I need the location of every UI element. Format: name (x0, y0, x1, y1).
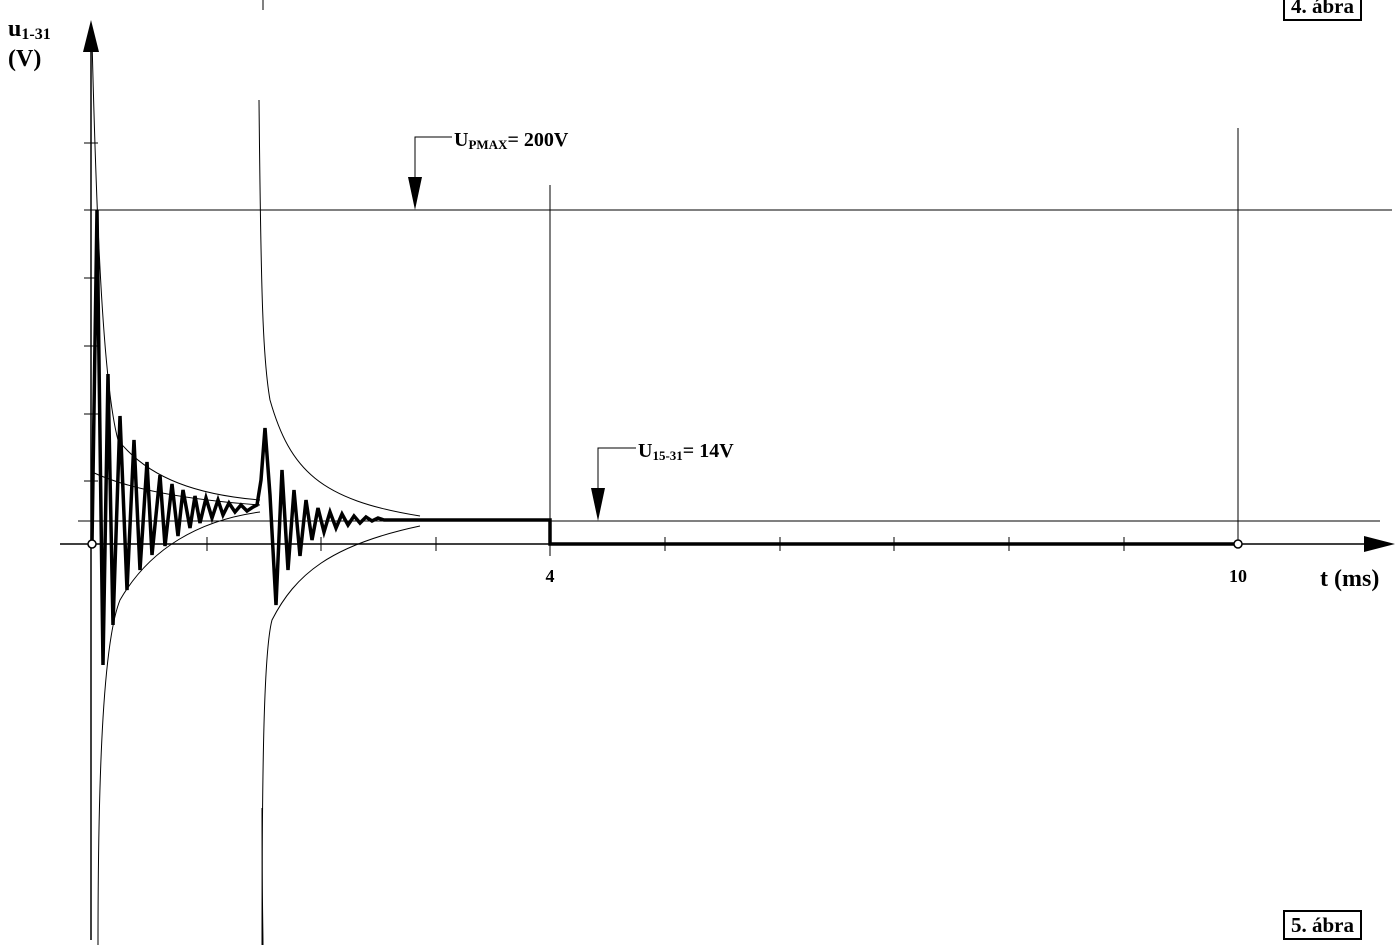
x-axis-arrow (1364, 536, 1395, 552)
u1531-arrowhead (591, 488, 605, 521)
envelope-lower-2 (261, 525, 421, 946)
figure-label-top: 4. ábra (1283, 0, 1362, 21)
u1531-label: U15-31= 14V (638, 440, 734, 463)
origin-marker (87, 539, 97, 549)
y-axis-label: u1-31 (8, 16, 51, 43)
envelope-lower-1 (97, 511, 261, 946)
y-axis-unit: (V) (8, 46, 41, 72)
x-tick-label-4: 4 (546, 566, 555, 586)
x-axis-label: t (ms) (1320, 566, 1379, 592)
y-axis-arrow (83, 20, 99, 52)
main-waveform (90, 209, 1238, 666)
spike-line-upper-2 (258, 99, 421, 517)
envelope-upper-1 (91, 39, 261, 501)
figure-label-bottom: 5. ábra (1283, 910, 1362, 940)
x-axis-ticks (206, 537, 1125, 556)
u1531-leader-line (597, 447, 636, 495)
upmax-label: UPMAX= 200V (454, 129, 569, 152)
upmax-leader-line (414, 136, 452, 185)
x-tick-label-10: 10 (1229, 566, 1247, 586)
end-marker (1233, 539, 1243, 549)
upmax-arrowhead (408, 177, 422, 210)
